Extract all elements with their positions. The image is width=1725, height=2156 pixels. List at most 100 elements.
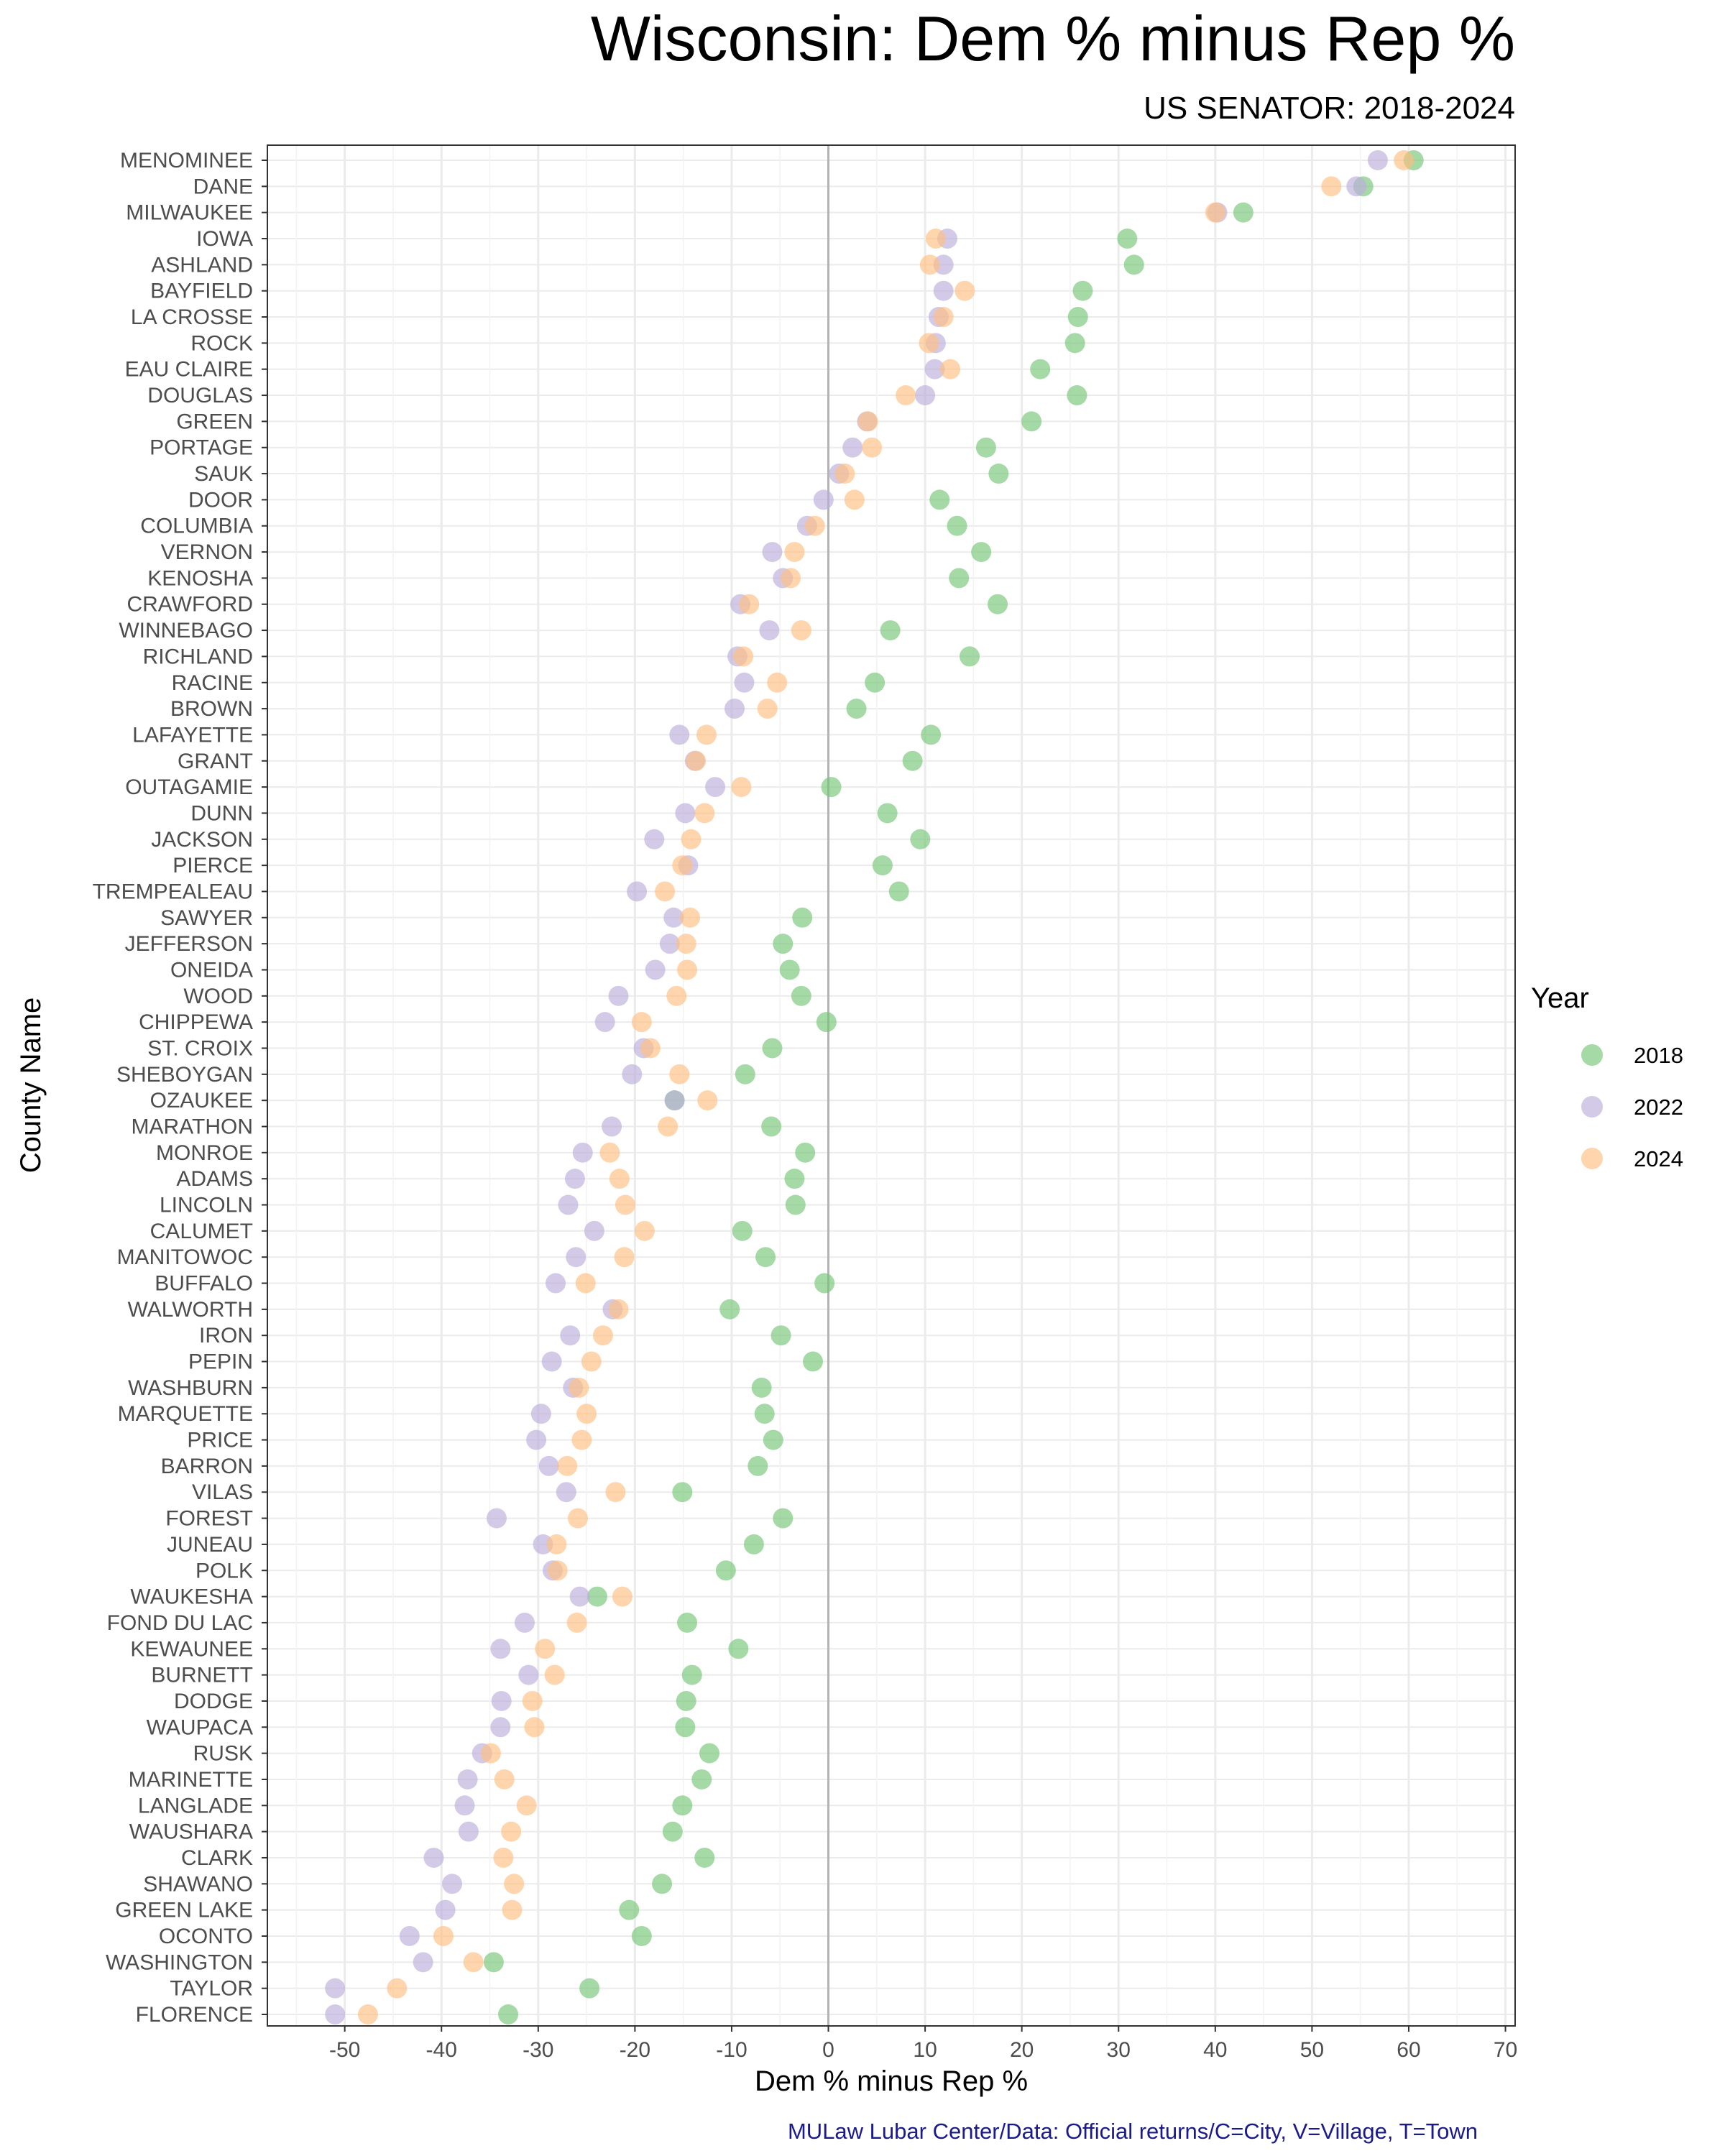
county-label: ST. CROIX: [147, 1036, 253, 1060]
data-point-2018: [1030, 359, 1051, 379]
data-point-2024: [387, 1978, 408, 1999]
data-point-2022: [530, 1404, 551, 1424]
county-label: RACINE: [172, 671, 253, 695]
county-label: FOREST: [165, 1507, 253, 1531]
data-point-2018: [792, 907, 813, 928]
data-point-2022: [663, 907, 684, 928]
data-point-2018: [751, 1377, 772, 1398]
county-label: WALWORTH: [128, 1298, 253, 1322]
x-tick-label: 0: [822, 2038, 834, 2062]
data-point-2022: [1367, 150, 1388, 170]
county-label: PIERCE: [172, 854, 253, 877]
data-point-2024: [480, 1743, 501, 1764]
data-point-2024: [697, 1090, 718, 1111]
data-point-2018: [586, 1586, 607, 1607]
county-label: MONROE: [156, 1141, 253, 1165]
data-point-2022: [842, 437, 863, 458]
data-point-2022: [486, 1508, 507, 1529]
data-point-2024: [571, 1429, 592, 1450]
legend-label-2018: 2018: [1634, 1043, 1683, 1068]
data-point-2024: [433, 1925, 454, 1946]
data-point-2024: [615, 1194, 635, 1215]
county-label: DOOR: [188, 488, 253, 512]
data-point-2018: [773, 1508, 794, 1529]
data-point-2024: [1321, 176, 1342, 197]
data-point-2024: [739, 594, 760, 614]
data-point-2024: [925, 229, 946, 249]
county-label: DANE: [193, 175, 253, 198]
county-label: WASHINGTON: [106, 1950, 253, 1974]
data-point-2022: [518, 1664, 539, 1685]
x-tick-label: -50: [329, 2038, 360, 2062]
data-point-2022: [594, 1012, 615, 1033]
data-point-2018: [694, 1847, 715, 1868]
county-label: ONEIDA: [170, 958, 253, 982]
data-point-2018: [947, 515, 967, 536]
data-point-2024: [547, 1560, 568, 1581]
legend-key-2024: [1581, 1148, 1603, 1169]
x-tick-label: 30: [1107, 2038, 1131, 2062]
county-label: WAUPACA: [147, 1715, 253, 1739]
data-point-2024: [940, 359, 961, 379]
county-label: MENOMINEE: [120, 149, 253, 172]
county-label: DOUGLAS: [147, 384, 253, 407]
data-point-2018: [910, 829, 931, 849]
county-label: PORTAGE: [150, 436, 253, 460]
data-point-2024: [502, 1899, 523, 1920]
data-point-2022: [734, 672, 755, 693]
y-axis-title: County Name: [15, 998, 47, 1174]
data-point-2024: [757, 699, 778, 719]
data-point-2018: [631, 1925, 652, 1946]
data-point-2024: [567, 1508, 588, 1529]
data-point-2022: [622, 1064, 643, 1084]
gridlines: [267, 145, 1515, 2026]
county-label: DODGE: [174, 1690, 253, 1713]
county-label: CHIPPEWA: [139, 1010, 253, 1034]
data-point-2018: [763, 1429, 783, 1450]
data-point-2022: [644, 829, 665, 849]
data-point-2022: [669, 724, 690, 745]
data-point-2022: [933, 280, 954, 301]
data-point-2024: [535, 1639, 556, 1659]
data-point-2018: [877, 803, 898, 824]
data-point-2022: [526, 1429, 547, 1450]
data-point-2022: [659, 934, 680, 954]
data-point-2024: [463, 1952, 484, 1973]
legend-key-2018: [1581, 1044, 1603, 1066]
county-label: MANITOWOC: [117, 1245, 253, 1269]
data-point-2018: [1067, 307, 1088, 328]
data-point-2018: [773, 934, 794, 954]
data-point-2022: [491, 1690, 512, 1711]
data-point-2024: [804, 515, 825, 536]
data-point-2018: [735, 1064, 755, 1084]
data-point-2022: [399, 1925, 420, 1946]
data-point-2024: [566, 1612, 587, 1633]
data-point-2018: [1233, 202, 1254, 223]
data-point-2018: [699, 1743, 720, 1764]
data-point-2018: [498, 2004, 519, 2024]
data-point-2024: [612, 1586, 632, 1607]
chart-caption: MULaw Lubar Center/Data: Official return…: [788, 2119, 1478, 2144]
data-point-2022: [584, 1220, 604, 1241]
county-label: EAU CLAIRE: [125, 358, 253, 382]
data-point-2024: [516, 1795, 537, 1816]
data-point-2018: [1123, 254, 1144, 275]
data-point-2024: [1394, 150, 1414, 170]
county-label: MILWAUKEE: [126, 201, 253, 225]
county-label: PEPIN: [188, 1350, 253, 1374]
data-point-2018: [779, 959, 800, 980]
county-label: JEFFERSON: [125, 932, 253, 956]
county-label: MARATHON: [132, 1115, 253, 1139]
data-point-2018: [1117, 229, 1138, 249]
data-point-2022: [627, 881, 648, 902]
data-point-2024: [834, 464, 855, 484]
data-point-2024: [557, 1455, 578, 1476]
county-label: LA CROSSE: [131, 305, 253, 329]
data-point-2018: [748, 1455, 768, 1476]
county-label: GRANT: [178, 750, 253, 773]
data-point-2024: [781, 568, 801, 589]
data-point-2022: [762, 542, 783, 563]
data-point-2024: [640, 1038, 661, 1059]
data-point-2024: [655, 881, 676, 902]
